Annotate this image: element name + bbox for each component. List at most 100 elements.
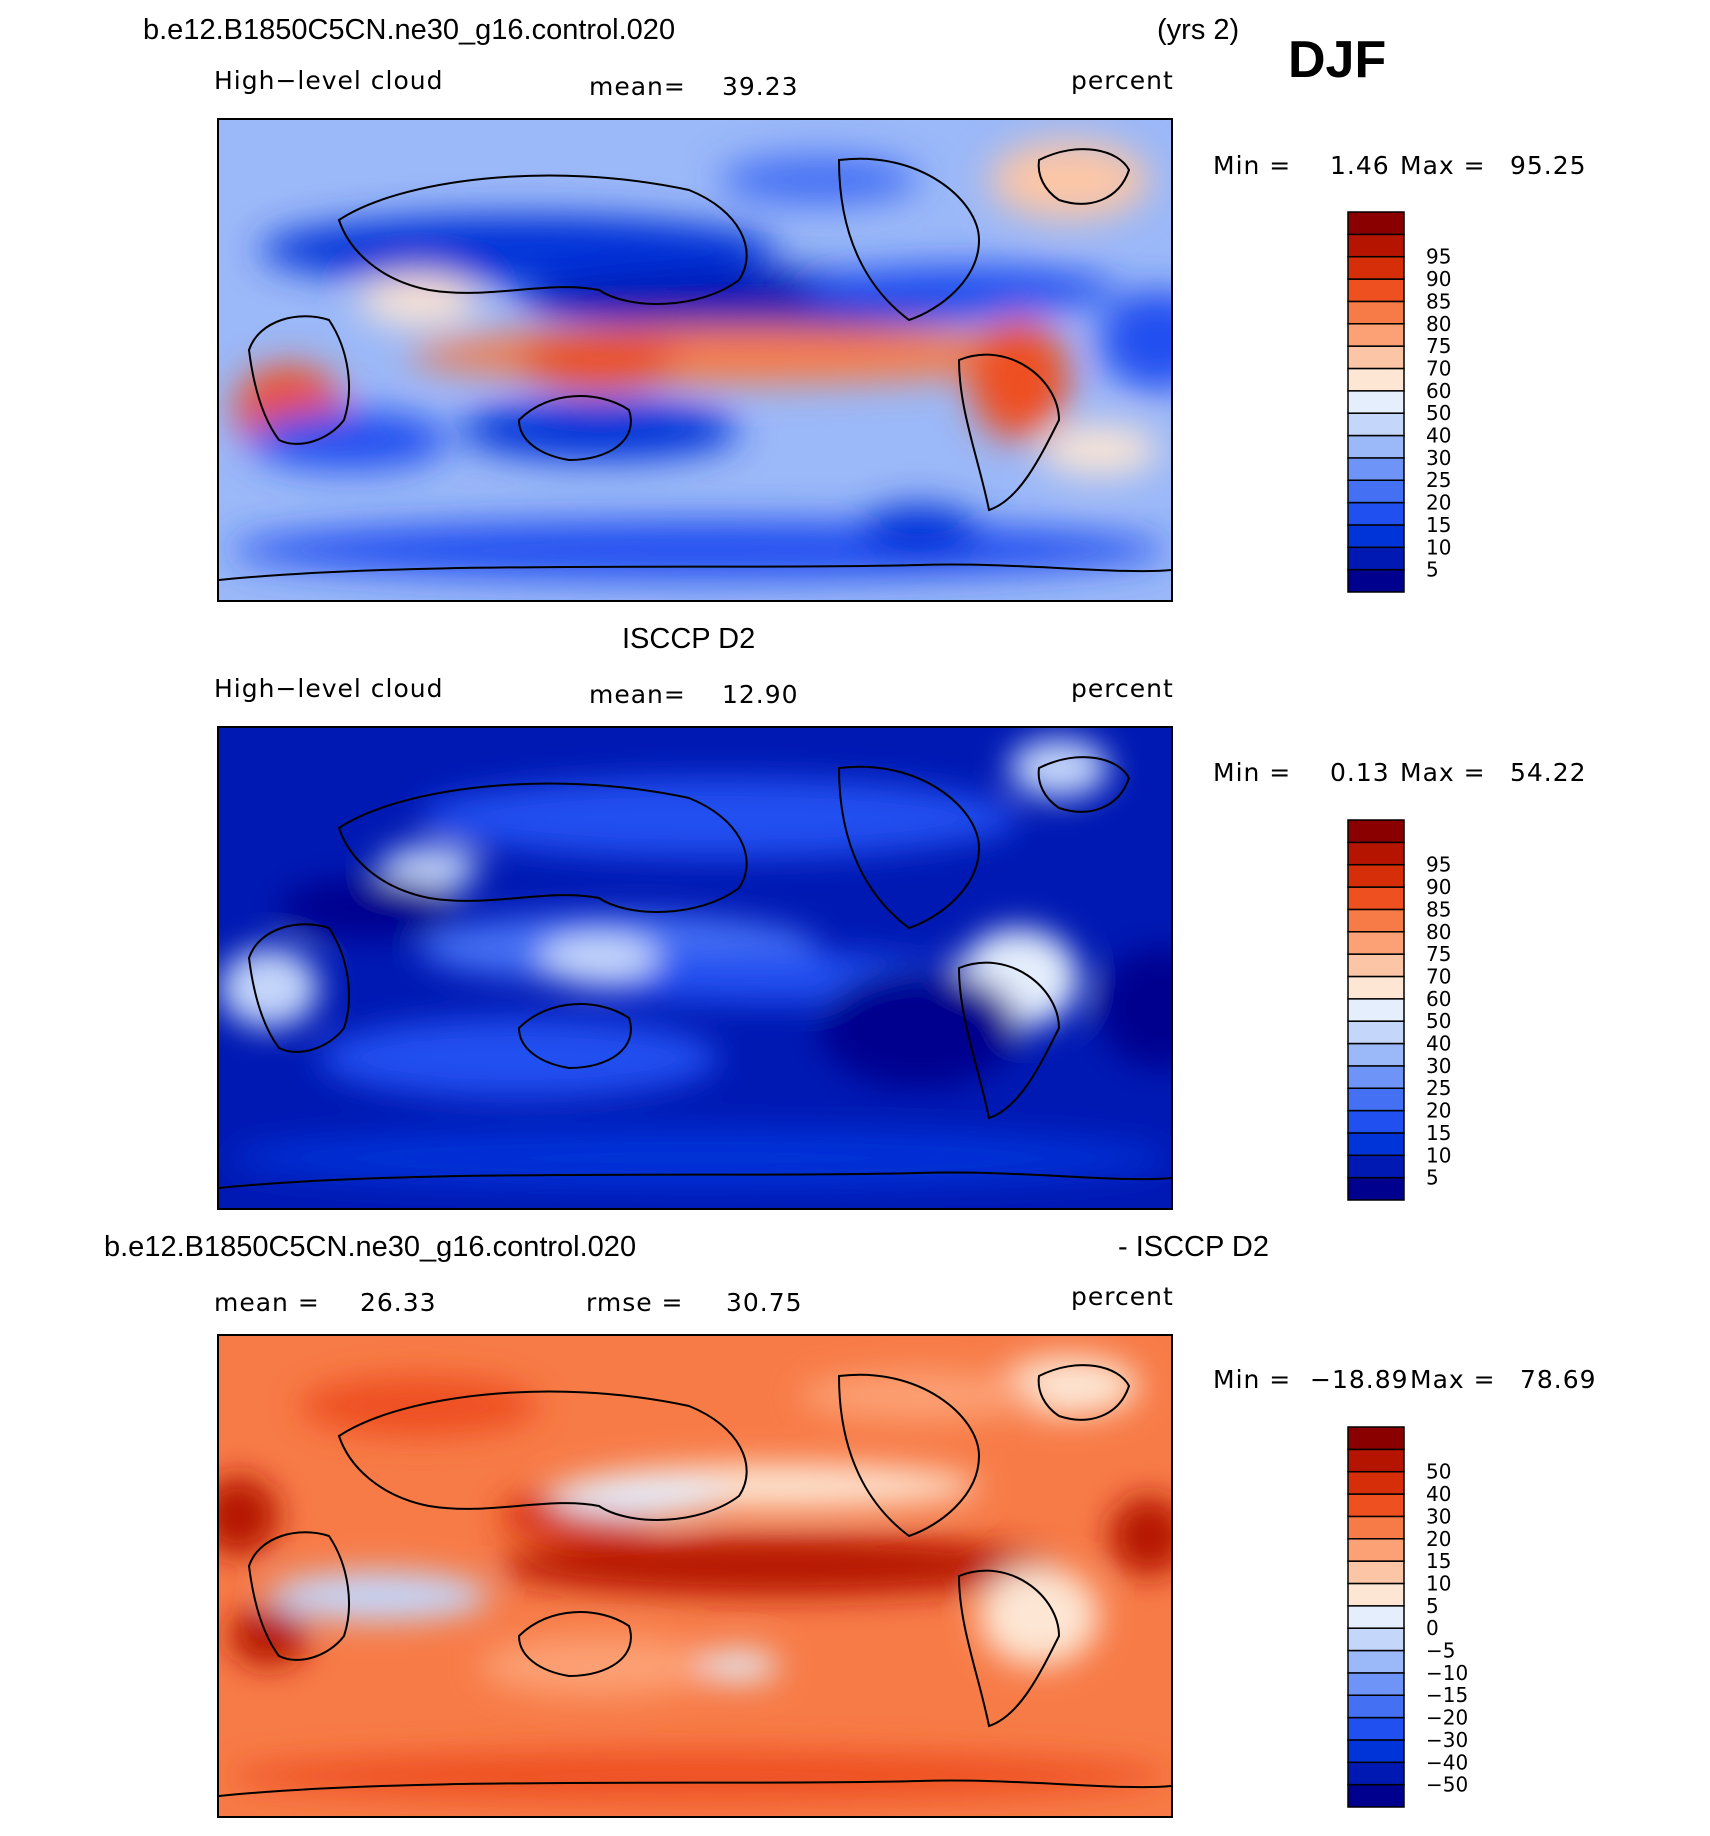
colorbar-tick-label: 50 bbox=[1426, 1460, 1451, 1484]
colorbar-tick-label: 30 bbox=[1426, 1054, 1451, 1078]
colorbar-tick-label: 5 bbox=[1426, 1594, 1439, 1618]
obs-min-value: 0.13 bbox=[1330, 758, 1390, 787]
colorbar-swatch bbox=[1347, 1627, 1405, 1652]
colorbar-swatch bbox=[1347, 1176, 1405, 1201]
colorbar-tick-label: 25 bbox=[1426, 1076, 1451, 1100]
colorbar-tick-label: 50 bbox=[1426, 401, 1451, 425]
colorbar-swatch bbox=[1347, 1694, 1405, 1719]
diff-mean-value: 26.33 bbox=[360, 1288, 437, 1317]
diff-mean-label: mean = bbox=[214, 1288, 320, 1317]
colorbar-tick-label: 25 bbox=[1426, 468, 1451, 492]
colorbar-tick-label: 75 bbox=[1426, 942, 1451, 966]
colorbar-swatch bbox=[1347, 1470, 1405, 1495]
colorbar-swatch bbox=[1347, 1020, 1405, 1045]
colorbar-swatch bbox=[1347, 953, 1405, 978]
obs-variable-label: High−level cloud bbox=[214, 674, 444, 703]
colorbar-swatch bbox=[1347, 546, 1405, 571]
colorbar-swatch bbox=[1347, 1109, 1405, 1134]
colorbar-tick-label: 5 bbox=[1426, 558, 1439, 582]
colorbar-swatch bbox=[1347, 1605, 1405, 1629]
model-mean-label: mean= bbox=[589, 72, 686, 101]
colorbar-tick-label: 20 bbox=[1426, 1527, 1451, 1551]
obs-title: ISCCP D2 bbox=[622, 623, 756, 655]
colorbar-swatch bbox=[1347, 367, 1405, 392]
season-label: DJF bbox=[1288, 31, 1387, 89]
obs-max-value: 54.22 bbox=[1510, 758, 1587, 787]
colorbar-tick-label: 85 bbox=[1426, 897, 1451, 921]
obs-mean-value: 12.90 bbox=[722, 680, 799, 709]
colorbar-swatch bbox=[1347, 1448, 1405, 1473]
colorbar-swatch bbox=[1347, 931, 1405, 955]
colorbar-tick-label: 90 bbox=[1426, 267, 1451, 291]
model-units-label: percent bbox=[1071, 66, 1174, 95]
colorbar-tick-label: 15 bbox=[1426, 1549, 1451, 1573]
colorbar-swatch bbox=[1347, 255, 1405, 280]
colorbar-tick-label: 95 bbox=[1426, 245, 1451, 269]
diff-max-value: 78.69 bbox=[1520, 1365, 1597, 1394]
colorbar-tick-label: −5 bbox=[1426, 1639, 1455, 1663]
model-map bbox=[217, 118, 1173, 602]
model-colorbar: 5 10 15 20 25 30 40 50 60 70 75 80 85 90 95 bbox=[1347, 211, 1451, 593]
model-min-label: Min = bbox=[1213, 151, 1292, 180]
obs-mean-label: mean= bbox=[589, 680, 686, 709]
colorbar-swatch bbox=[1347, 998, 1405, 1022]
years-label: (yrs 2) bbox=[1157, 14, 1240, 46]
colorbar-swatch bbox=[1347, 1761, 1405, 1786]
colorbar-swatch bbox=[1347, 412, 1405, 437]
colorbar-swatch bbox=[1347, 1087, 1405, 1112]
colorbar-swatch bbox=[1347, 568, 1405, 593]
colorbar-swatch bbox=[1347, 975, 1405, 1000]
obs-min-label: Min = bbox=[1213, 758, 1292, 787]
colorbar-swatch bbox=[1347, 1515, 1405, 1540]
colorbar-swatch bbox=[1347, 323, 1405, 347]
obs-units-label: percent bbox=[1071, 674, 1174, 703]
colorbar-swatch bbox=[1347, 1154, 1405, 1179]
colorbar-tick-label: 60 bbox=[1426, 379, 1451, 403]
model-variable-label: High−level cloud bbox=[214, 66, 444, 95]
colorbar-tick-label: −30 bbox=[1426, 1728, 1468, 1752]
colorbar-swatch bbox=[1347, 501, 1405, 526]
colorbar-tick-label: 85 bbox=[1426, 289, 1451, 313]
colorbar-tick-label: −15 bbox=[1426, 1683, 1468, 1707]
model-max-label: Max = bbox=[1400, 151, 1486, 180]
colorbar-tick-label: 10 bbox=[1426, 1571, 1451, 1595]
diff-rmse-value: 30.75 bbox=[726, 1288, 803, 1317]
colorbar-tick-label: 20 bbox=[1426, 1099, 1451, 1123]
model-min-value: 1.46 bbox=[1330, 151, 1390, 180]
colorbar-swatch bbox=[1347, 1716, 1405, 1741]
colorbar-swatch bbox=[1347, 524, 1405, 549]
diff-min-label: Min = bbox=[1213, 1365, 1292, 1394]
colorbar-tick-label: 95 bbox=[1426, 853, 1451, 877]
colorbar-swatch bbox=[1347, 1739, 1405, 1764]
colorbar-swatch bbox=[1347, 1538, 1405, 1562]
obs-map bbox=[217, 726, 1173, 1210]
diff-rmse-label: rmse = bbox=[586, 1288, 684, 1317]
diff-map bbox=[217, 1334, 1173, 1818]
diff-units-label: percent bbox=[1071, 1282, 1174, 1311]
model-max-value: 95.25 bbox=[1510, 151, 1587, 180]
model-mean-value: 39.23 bbox=[722, 72, 799, 101]
colorbar-tick-label: 30 bbox=[1426, 1504, 1451, 1528]
model-case-title: b.e12.B1850C5CN.ne30_g16.control.020 bbox=[143, 14, 676, 46]
colorbar-tick-label: 80 bbox=[1426, 312, 1451, 336]
colorbar-tick-label: 40 bbox=[1426, 1482, 1451, 1506]
colorbar-swatch bbox=[1347, 457, 1405, 481]
colorbar-swatch bbox=[1347, 1493, 1405, 1518]
colorbar-tick-label: 40 bbox=[1426, 1032, 1451, 1056]
colorbar-swatch bbox=[1347, 1426, 1405, 1451]
colorbar-swatch bbox=[1347, 1065, 1405, 1089]
colorbar-swatch bbox=[1347, 300, 1405, 325]
colorbar-tick-label: 40 bbox=[1426, 424, 1451, 448]
colorbar-tick-label: 0 bbox=[1426, 1616, 1439, 1640]
colorbar-swatch bbox=[1347, 1783, 1405, 1808]
colorbar-swatch bbox=[1347, 841, 1405, 866]
colorbar-swatch bbox=[1347, 479, 1405, 504]
colorbar-swatch bbox=[1347, 863, 1405, 888]
colorbar-swatch bbox=[1347, 908, 1405, 933]
obs-max-label: Max = bbox=[1400, 758, 1486, 787]
colorbar-tick-label: 70 bbox=[1426, 356, 1451, 380]
diff-min-value: −18.89 bbox=[1310, 1365, 1409, 1394]
diff-case-title: b.e12.B1850C5CN.ne30_g16.control.020 bbox=[104, 1231, 637, 1263]
colorbar-swatch bbox=[1347, 1132, 1405, 1157]
colorbar-swatch bbox=[1347, 345, 1405, 370]
